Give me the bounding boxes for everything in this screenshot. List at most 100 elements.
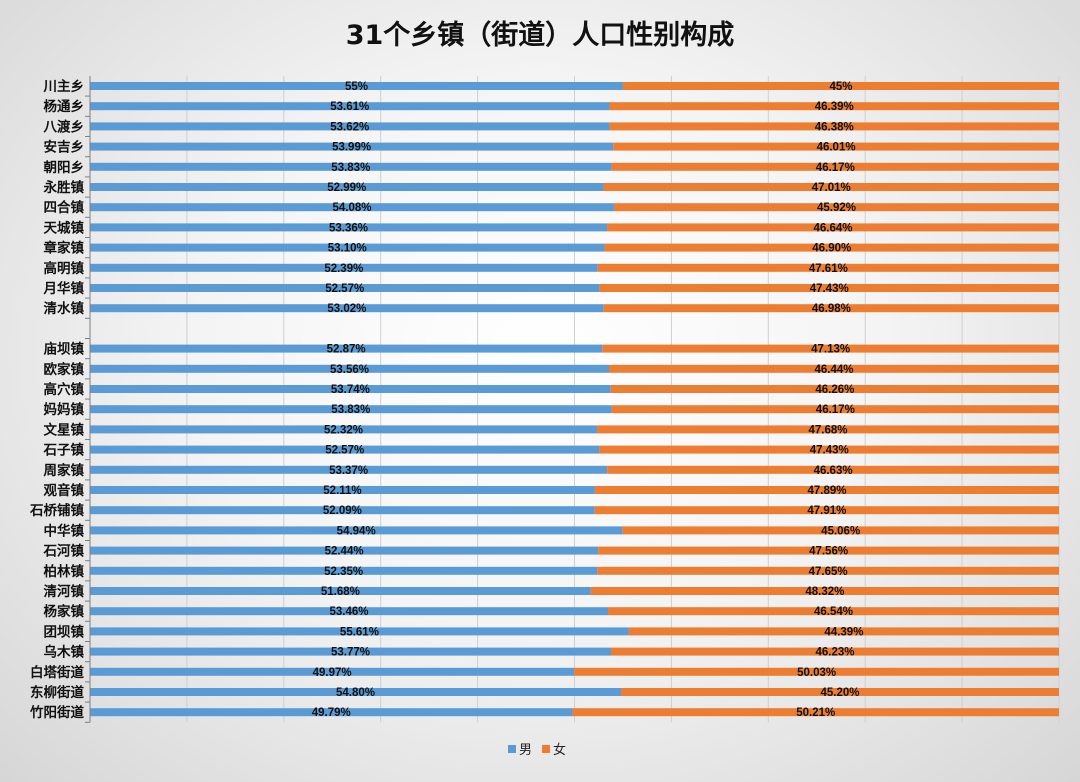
- data-label-male: 53.99%: [332, 142, 371, 154]
- data-label-female: 50.03%: [797, 667, 836, 679]
- data-label-male: 54.94%: [337, 525, 376, 537]
- bar-male: [90, 526, 623, 535]
- data-label-female: 48.32%: [805, 586, 844, 598]
- bar-female: [611, 405, 1059, 414]
- bar-male: [90, 465, 608, 474]
- category-label: 川主乡: [43, 78, 85, 95]
- data-label-female: 46.17%: [816, 162, 855, 174]
- data-label-female: 47.56%: [809, 546, 848, 558]
- data-label-female: 50.21%: [796, 707, 835, 719]
- bar-female: [597, 566, 1059, 575]
- data-label-male: 53.83%: [331, 162, 370, 174]
- data-label-female: 46.38%: [815, 121, 854, 133]
- bar-male: [90, 284, 600, 292]
- bar-female: [594, 506, 1059, 515]
- data-label-male: 55%: [345, 81, 368, 93]
- bar-female: [602, 344, 1059, 353]
- data-label-male: 52.09%: [323, 505, 362, 517]
- category-label: 清水镇: [44, 300, 85, 317]
- bar-female: [621, 688, 1059, 696]
- data-labels: 55% 45% 53.61% 46.39% 53.62% 46.38% 53.99% 46.0…: [312, 81, 864, 719]
- bar-female: [628, 627, 1059, 636]
- data-label-male: 54.08%: [333, 202, 372, 214]
- bar-female: [608, 364, 1059, 373]
- category-label: 庙坝镇: [44, 341, 85, 358]
- data-label-male: 52.44%: [325, 546, 364, 558]
- data-label-female: 45.20%: [820, 687, 859, 699]
- bar-male: [90, 203, 615, 212]
- data-label-male: 53.37%: [329, 465, 368, 477]
- bar-female: [611, 162, 1059, 171]
- category-label: 柏林镇: [44, 563, 85, 580]
- data-label-female: 47.13%: [811, 344, 850, 356]
- data-label-male: 53.36%: [329, 222, 368, 234]
- legend-swatch: [508, 745, 516, 753]
- bar-female: [613, 142, 1059, 151]
- bar-female: [572, 708, 1059, 717]
- bar-male: [90, 82, 623, 90]
- data-label-male: 52.99%: [327, 182, 366, 194]
- category-label: 安吉乡: [44, 139, 85, 156]
- bar-female: [622, 526, 1059, 535]
- bar-male: [90, 607, 609, 616]
- chart-title: 31个乡镇（街道）人口性别构成: [346, 19, 735, 51]
- data-label-female: 46.23%: [816, 647, 855, 659]
- data-label-male: 52.57%: [325, 445, 364, 457]
- bar-male: [90, 405, 612, 414]
- data-label-male: 53.02%: [327, 303, 366, 315]
- data-label-female: 47.43%: [810, 445, 849, 457]
- bar-male: [90, 688, 622, 696]
- bar-male: [90, 102, 610, 111]
- data-label-female: 46.17%: [816, 404, 855, 416]
- data-label-male: 53.46%: [330, 606, 369, 618]
- category-label: 永胜镇: [44, 179, 85, 196]
- bar-male: [90, 647, 612, 656]
- bar-female: [608, 607, 1059, 616]
- bar-male: [90, 587, 591, 595]
- bar-female: [607, 465, 1059, 474]
- data-label-female: 47.68%: [808, 424, 847, 436]
- data-label-male: 54.80%: [336, 687, 375, 699]
- data-label-male: 52.11%: [323, 485, 361, 497]
- bar-male: [90, 445, 600, 454]
- bar-female: [590, 587, 1059, 595]
- category-label: 中华镇: [44, 522, 85, 539]
- category-label: 高穴镇: [44, 381, 85, 398]
- bar-male: [90, 183, 604, 191]
- data-label-female: 46.26%: [815, 384, 854, 396]
- data-label-female: 46.01%: [817, 142, 856, 154]
- category-label: 竹阳街道: [29, 704, 84, 721]
- data-label-female: 46.64%: [814, 222, 853, 234]
- data-label-female: 46.54%: [814, 606, 853, 618]
- data-label-male: 49.97%: [313, 667, 352, 679]
- bar-male: [90, 223, 608, 232]
- legend-swatch: [542, 745, 550, 753]
- legend-label: 男: [519, 743, 532, 758]
- bars: [90, 82, 1059, 717]
- bar-male: [90, 364, 609, 373]
- category-label: 章家镇: [44, 240, 85, 257]
- data-label-male: 52.32%: [324, 424, 363, 436]
- bar-female: [609, 122, 1059, 131]
- bar-female: [610, 385, 1059, 393]
- legend-label: 女: [553, 742, 566, 758]
- data-label-male: 53.56%: [330, 364, 369, 376]
- data-label-male: 52.87%: [327, 344, 366, 356]
- bar-male: [90, 708, 573, 717]
- data-label-female: 46.44%: [814, 364, 853, 376]
- data-label-female: 47.61%: [809, 263, 848, 275]
- data-label-female: 47.65%: [809, 566, 848, 578]
- bar-male: [90, 566, 598, 575]
- bar-female: [604, 243, 1059, 252]
- bar-female: [622, 82, 1059, 90]
- bar-male: [90, 506, 595, 515]
- bar-male: [90, 162, 612, 171]
- gridlines: [186, 76, 1060, 723]
- category-axis: 川主乡杨通乡八渡乡安吉乡朝阳乡永胜镇四合镇天城镇章家镇高明镇月华镇清水镇庙坝镇欧…: [29, 76, 91, 723]
- data-label-female: 45.92%: [817, 202, 856, 214]
- category-label: 白塔街道: [30, 664, 84, 681]
- data-label-male: 53.10%: [328, 243, 367, 255]
- bar-male: [90, 486, 595, 494]
- category-label: 高明镇: [44, 260, 85, 277]
